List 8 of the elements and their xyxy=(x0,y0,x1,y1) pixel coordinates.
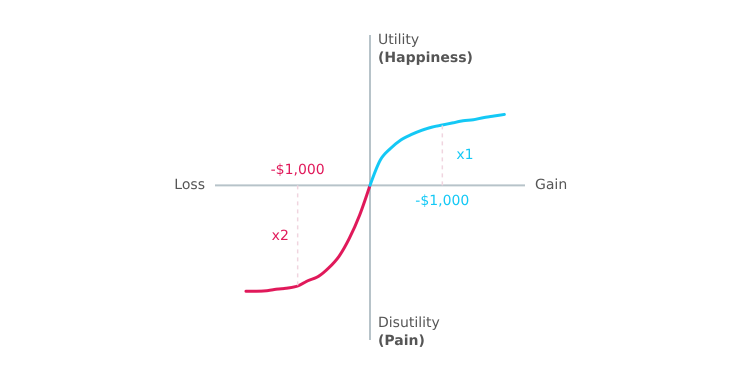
annotation: x2 xyxy=(272,226,289,245)
text: Disutility (Pain) xyxy=(378,314,440,350)
text: Loss xyxy=(173,176,205,194)
annotation: x1 xyxy=(456,146,474,164)
annotation: -$1,000 xyxy=(414,192,470,210)
y-axis-title: Utility (Happiness) xyxy=(378,31,473,67)
annotation: -$1,000 xyxy=(270,161,326,180)
x-axis-title: Gain xyxy=(535,176,568,194)
